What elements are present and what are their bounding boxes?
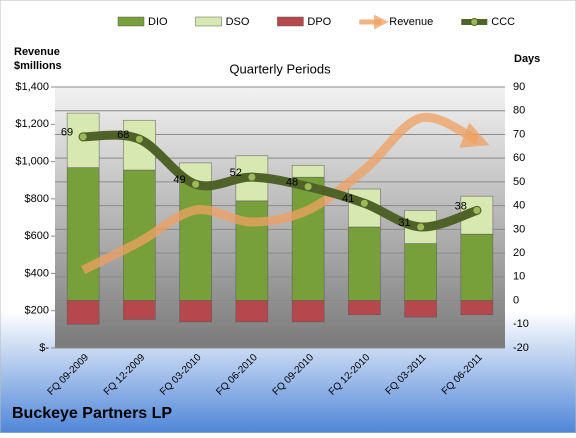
bar [348,300,381,316]
y-tick-label: $1,000 [15,155,49,167]
y2-tick-label: 50 [513,176,525,188]
ccc-point [416,222,426,232]
bar [179,181,212,301]
footer: Buckeye Partners LP [12,405,172,422]
y-tick-label: $800 [25,193,49,205]
y2-tick-label: 90 [513,81,525,93]
y2-tick-label: 10 [513,271,525,283]
bar [291,165,325,178]
ccc-point [78,132,88,142]
ccc-point [247,172,257,182]
bar [460,300,494,316]
y2-tick-label: 60 [513,152,525,164]
bar [235,300,269,323]
legend-swatch [277,16,304,27]
bar [291,176,325,301]
y-tick-label: $1,200 [15,118,49,130]
bar [179,300,212,323]
y2-tick-label: 80 [513,105,525,117]
data-label: 69 [61,127,73,139]
bar [291,300,325,323]
bar [66,167,100,301]
legend-label: Revenue [389,16,433,28]
bar [123,300,156,320]
ccc-point [191,179,201,189]
data-label: 52 [230,167,242,179]
ccc-line [78,130,482,232]
y2-tick-label: -20 [513,342,529,354]
ccc-point [359,198,369,208]
ccc-point [303,182,313,192]
y-axis-label: $millions [14,60,62,72]
legend-swatch [195,16,222,27]
legend-swatch [117,16,145,27]
y2-tick-label: -10 [513,318,529,330]
legend-swatch [470,18,479,26]
y2-tick-label: 0 [513,294,519,306]
chart-title: Quarterly Periods [229,61,331,76]
y2-axis-label: Days [514,53,540,65]
y-tick-label: $- [39,342,49,354]
y2-tick-label: 70 [513,128,525,140]
data-label: 41 [342,193,354,205]
revenue-line [81,112,490,275]
y2-tick-label: 40 [513,200,525,212]
y-axis-label: Revenue [14,46,60,58]
ccc-point [472,205,482,215]
data-label: 68 [117,129,129,141]
data-label: 38 [455,200,467,212]
y-tick-label: $400 [25,267,49,279]
ccc-point [134,134,144,144]
bar [460,233,494,301]
bar [404,243,437,301]
legend-label: DIO [148,16,168,28]
y2-tick-label: 30 [513,223,525,235]
bar [348,226,381,301]
bar [404,300,437,318]
y2-tick-label: 20 [513,247,525,259]
data-label: 31 [398,217,410,229]
data-label: 49 [173,174,185,186]
legend-label: DSO [226,16,250,28]
legend-label: DPO [307,16,331,28]
y-tick-label: $600 [25,230,49,242]
legend-label: CCC [491,16,515,28]
bar [66,300,100,325]
y-tick-label: $200 [25,305,49,317]
data-label: 48 [286,177,298,189]
y-tick-label: $1,400 [15,81,49,93]
